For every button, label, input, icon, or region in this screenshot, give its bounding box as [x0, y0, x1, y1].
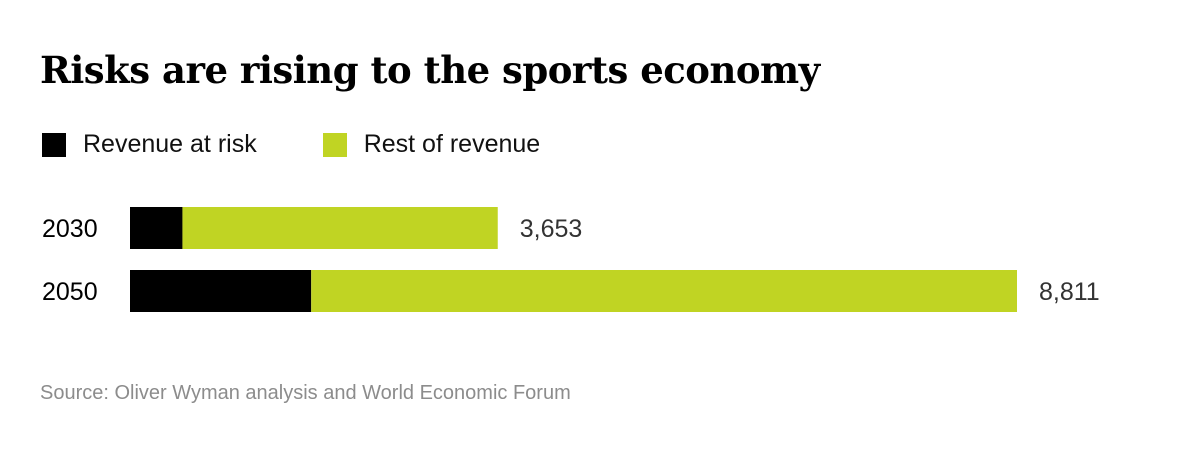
- legend-swatch-rest-of-revenue: [322, 132, 347, 157]
- legend-item-rest-of-revenue: Rest of revenue: [322, 130, 541, 159]
- bar-revenue-at-risk-2050: [130, 270, 312, 312]
- source-note: Source: Oliver Wyman analysis and World …: [40, 382, 571, 404]
- bar-revenue-at-risk-2030: [130, 207, 183, 249]
- bar-rest-of-revenue-2030: [182, 207, 498, 249]
- legend-swatch-revenue-at-risk: [42, 132, 66, 157]
- total-label-year-2030: 3,653: [520, 215, 583, 243]
- category-label-year-2030: 2030: [42, 215, 98, 243]
- bar-chart: 2030 3,653 2050 8,811: [42, 207, 1100, 312]
- legend-item-revenue-at-risk: Revenue at risk: [42, 130, 257, 159]
- legend: Revenue at risk Rest of revenue: [42, 130, 606, 159]
- bar-rest-of-revenue-2050: [311, 270, 1017, 312]
- chart-title: Risks are rising to the sports economy: [40, 48, 820, 92]
- legend-label-rest-of-revenue: Rest of revenue: [363, 130, 541, 158]
- category-label-year-2050: 2050: [42, 278, 98, 306]
- legend-label-revenue-at-risk: Revenue at risk: [83, 130, 257, 158]
- total-label-year-2050: 8,811: [1039, 278, 1100, 306]
